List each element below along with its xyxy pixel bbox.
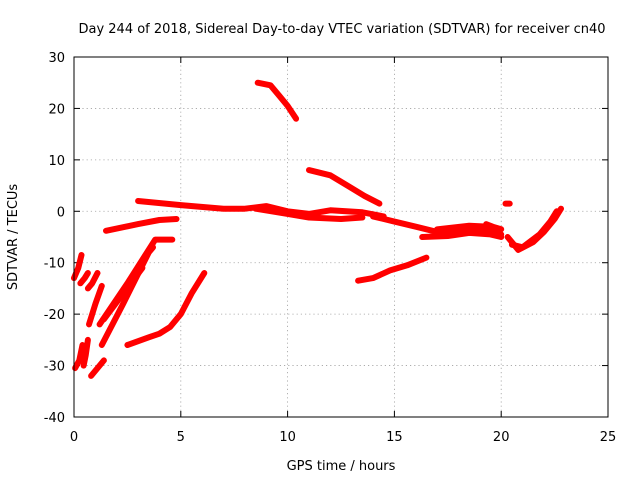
y-tick-label: -20	[44, 308, 65, 323]
series-trace-s13	[135, 198, 387, 220]
y-tick-label: 30	[48, 51, 65, 66]
y-tick-label: 10	[48, 154, 65, 169]
y-tick-label: -40	[44, 411, 65, 426]
y-tick-label: 0	[57, 205, 65, 220]
series-trace-s8	[98, 244, 156, 348]
series-trace-s23	[306, 167, 383, 207]
series-trace-s5	[84, 270, 101, 292]
series-trace-s18	[483, 221, 505, 233]
plot-frame	[73, 56, 609, 418]
series-trace-s17	[434, 222, 494, 233]
series-trace-s22	[254, 79, 300, 122]
series-trace-s16	[419, 229, 505, 240]
data-series	[71, 79, 564, 379]
series-trace-s7	[88, 357, 107, 379]
y-tick-label: 20	[48, 102, 65, 117]
chart-title: Day 244 of 2018, Sidereal Day-to-day VTE…	[78, 22, 605, 37]
series-trace-s20	[508, 208, 560, 251]
x-tick-label: 25	[600, 430, 617, 445]
series-trace-s14	[252, 205, 366, 222]
series-trace-s12	[103, 216, 180, 234]
x-tick-label: 15	[386, 430, 403, 445]
series-trace-s4	[77, 270, 91, 287]
axes: 0 5 10 15 20 25 -40 -30 -20 -10 0 10 20 30	[44, 51, 617, 445]
series-trace-s3	[80, 336, 91, 369]
grid	[74, 57, 608, 417]
y-tick-label: -10	[44, 257, 65, 272]
series-trace-s10	[100, 264, 146, 323]
series-trace-s11	[124, 270, 208, 348]
series-trace-s24	[355, 254, 430, 284]
x-tick-label: 10	[279, 430, 296, 445]
y-axis-label: SDTVAR / TECUs	[6, 184, 21, 291]
x-tick-label: 20	[493, 430, 510, 445]
series-trace-s2	[72, 342, 86, 372]
x-tick-label: 5	[177, 430, 185, 445]
series-trace-s1	[71, 252, 85, 282]
x-axis-label: GPS time / hours	[287, 459, 396, 474]
y-tick-label: -30	[44, 360, 65, 375]
x-tick-label: 0	[70, 430, 78, 445]
series-trace-s6	[86, 282, 105, 328]
